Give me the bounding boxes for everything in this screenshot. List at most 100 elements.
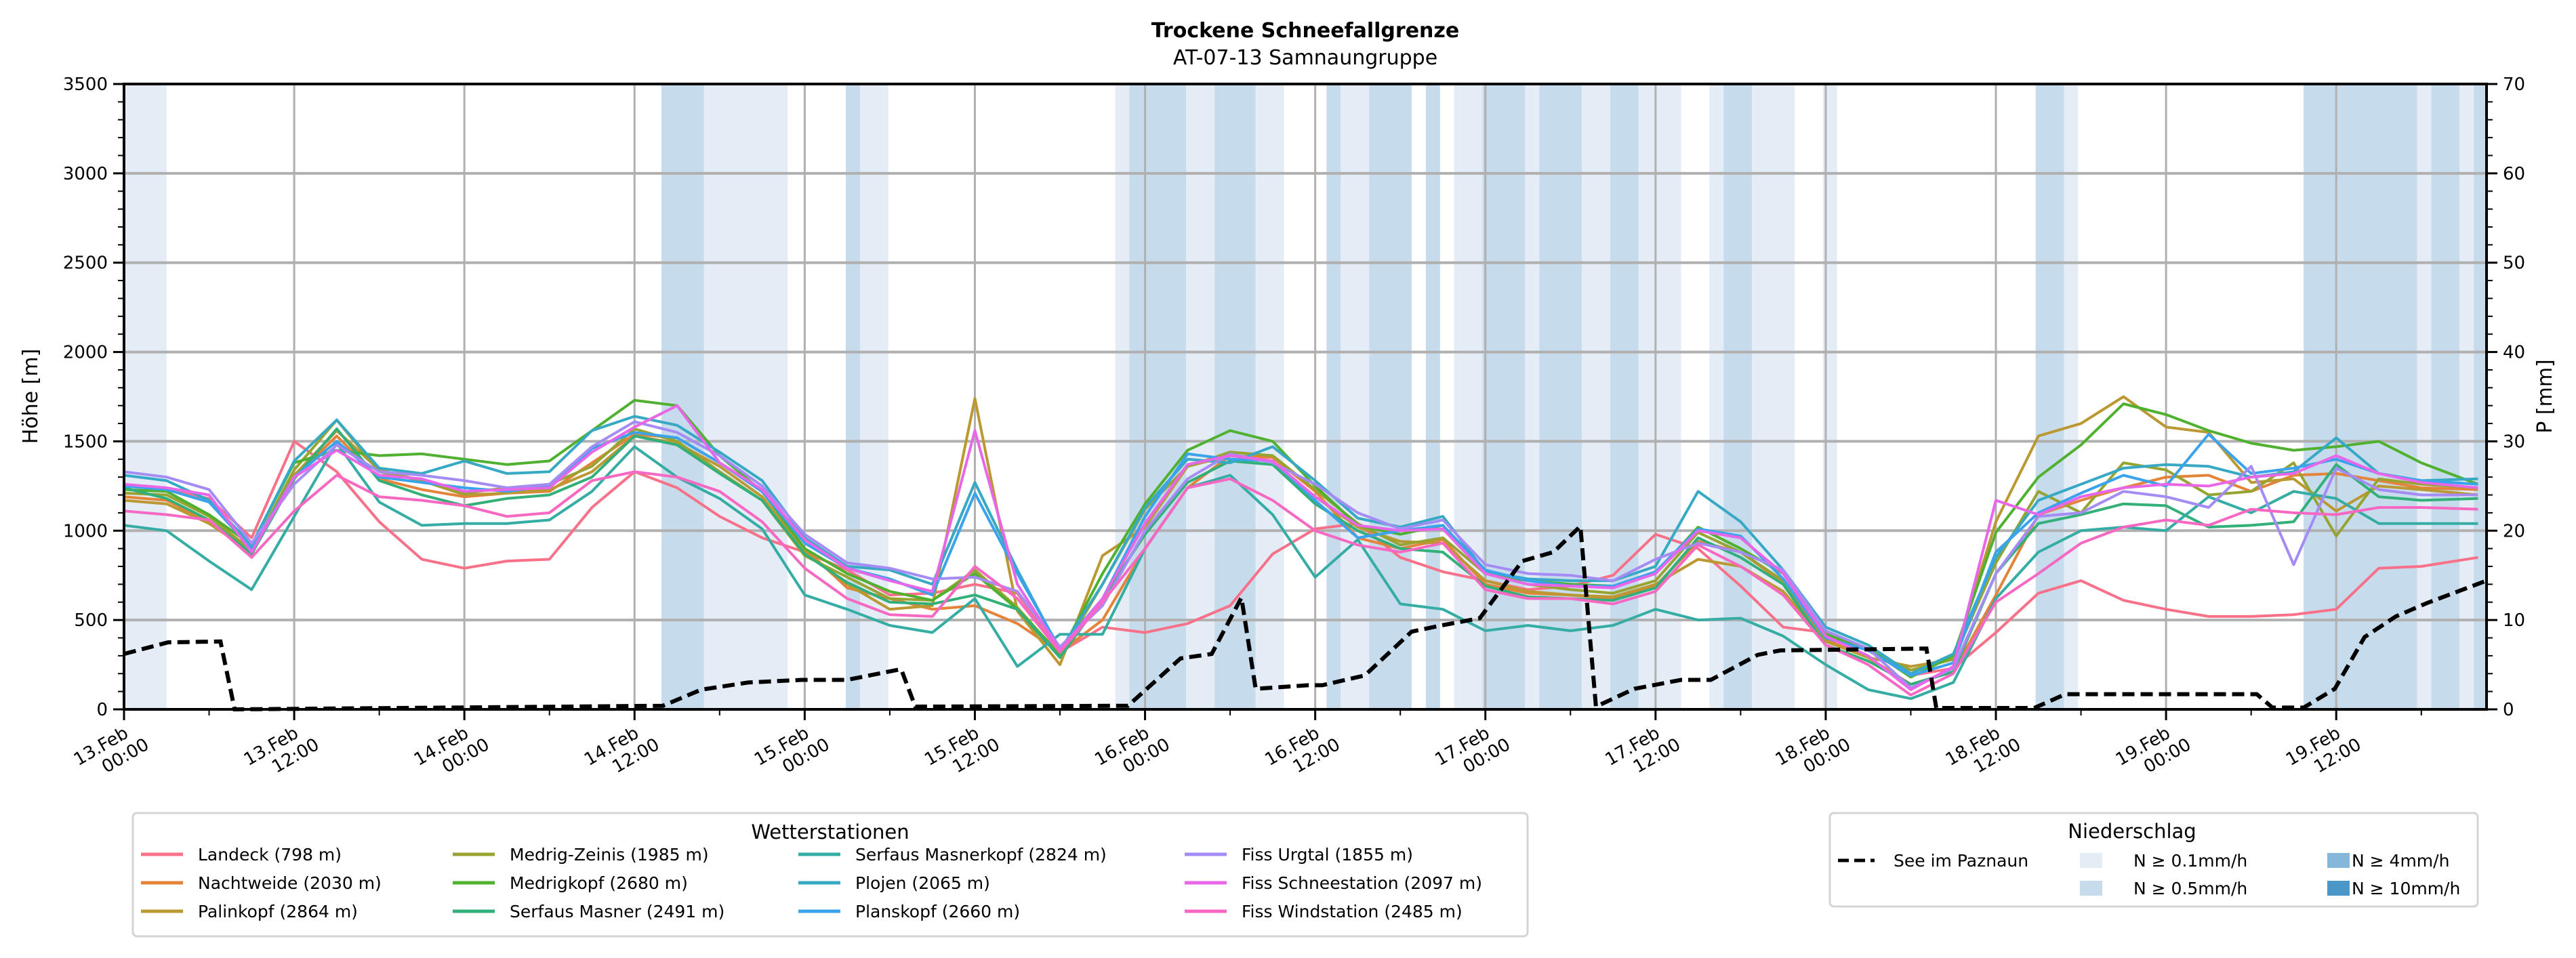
precip-legend-line-label: See im Paznaun [1894,851,2028,871]
y2-tick-label: 60 [2503,164,2525,184]
legend-swatch-0-1 [2080,853,2102,868]
precip-band [1129,84,1187,709]
legend-station-label: Medrig-Zeinis (1985 m) [510,845,709,865]
precip-band [1752,84,1795,709]
legend-swatch-0-5 [2080,881,2102,896]
legend-station-label: Palinkopf (2864 m) [198,902,358,921]
y-tick-label: 2000 [63,343,108,363]
station-line [123,418,2478,671]
precip-band [2459,84,2474,709]
legend-band-4: N ≥ 4mm/h [2352,851,2449,871]
y2-tick-label: 0 [2503,700,2514,720]
precip-band [124,84,167,709]
station-line [123,470,2478,696]
precip-band [1255,84,1284,709]
y2-tick-label: 40 [2503,343,2525,363]
precip-band [2304,84,2417,709]
station-line [123,415,2478,675]
precip-legend-title: Niederschlag [2068,820,2196,843]
y-tick-label: 1000 [63,521,108,541]
legend-band-0-1: N ≥ 0.1mm/h [2133,851,2247,871]
y2-tick-label: 70 [2503,75,2525,95]
precip-band [2431,84,2460,709]
precip-band [1425,84,1440,709]
station-legend: Wetterstationen Landeck (798 m) Nachtweid… [131,812,1529,938]
legend-band-0-5: N ≥ 0.5mm/h [2133,879,2247,898]
precip-line-group [123,522,2488,712]
y-tick-label: 2500 [63,253,108,274]
precip-band [1525,84,1540,709]
precip-legend-frame [1828,812,2479,908]
precip-band [1115,84,1130,709]
precip-band [703,84,788,709]
legend-band-10: N ≥ 10mm/h [2352,879,2460,898]
y2-tick-label: 50 [2503,253,2525,274]
station-line [123,442,2478,701]
legend-station-label: Landeck (798 m) [198,845,342,865]
chart-subtitle: AT-07-13 Samnaungruppe [1173,46,1437,70]
station-line [123,428,2478,686]
precip-band [1214,84,1256,709]
legend-station-label: Planskopf (2660 m) [855,902,1020,921]
station-line [123,420,2478,690]
station-line [123,404,2478,691]
precip-bands [124,84,2487,709]
precip-band [1539,84,1582,709]
precip-band [1709,84,1724,709]
precip-band [1454,84,1483,709]
legend-station-label: Fiss Urgtal (1855 m) [1242,845,1413,865]
grid-lines [123,83,2487,711]
precip-band [661,84,704,709]
precip-band [1638,84,1681,709]
precip-legend: Niederschlag See im Paznaun N ≥ 0.1mm/h … [1828,812,2479,908]
precip-band [1369,84,1412,709]
legend-station-label: Serfaus Masnerkopf (2824 m) [855,845,1107,865]
precip-band [1186,84,1215,709]
y2-tick-label: 20 [2503,521,2525,541]
y-axis-label: Höhe [m] [19,349,43,444]
y-tick-label: 3500 [63,75,108,95]
legend-station-label: Plojen (2065 m) [855,873,990,893]
precip-band [1482,84,1526,709]
station-line [123,440,2478,677]
precip-line [123,522,2488,712]
precip-band [846,84,860,709]
y2-tick-label: 30 [2503,432,2525,452]
plot-frame [123,83,2488,711]
precip-band [2417,84,2432,709]
legend-station-label: Fiss Schneestation (2097 m) [1242,873,1482,893]
chart-title: Trockene Schneefallgrenze [1151,19,1459,43]
axes: 0 500 1000 1500 2000 2500 3000 3500 0 10 20 30 40 50 6… [63,75,2525,778]
y-tick-label: 500 [74,610,108,631]
legend-station-label: Nachtweide (2030 m) [198,873,382,893]
y2-axis-label: P [mm] [2533,359,2557,433]
legend-station-label: Fiss Windstation (2485 m) [1242,902,1463,921]
precip-band [1610,84,1639,709]
precip-band [1723,84,1753,709]
precip-band [2035,84,2064,709]
y2-tick-label: 10 [2503,610,2525,631]
precip-band [1326,84,1341,709]
legend-station-label: Serfaus Masner (2491 m) [510,902,724,921]
y-tick-label: 1500 [63,432,108,452]
precip-band [1341,84,1370,709]
y-tick-label: 0 [96,700,108,720]
precip-band [2474,84,2487,709]
legend-swatch-4 [2327,853,2350,868]
precip-band [1582,84,1610,709]
legend-swatch-10 [2327,881,2350,896]
